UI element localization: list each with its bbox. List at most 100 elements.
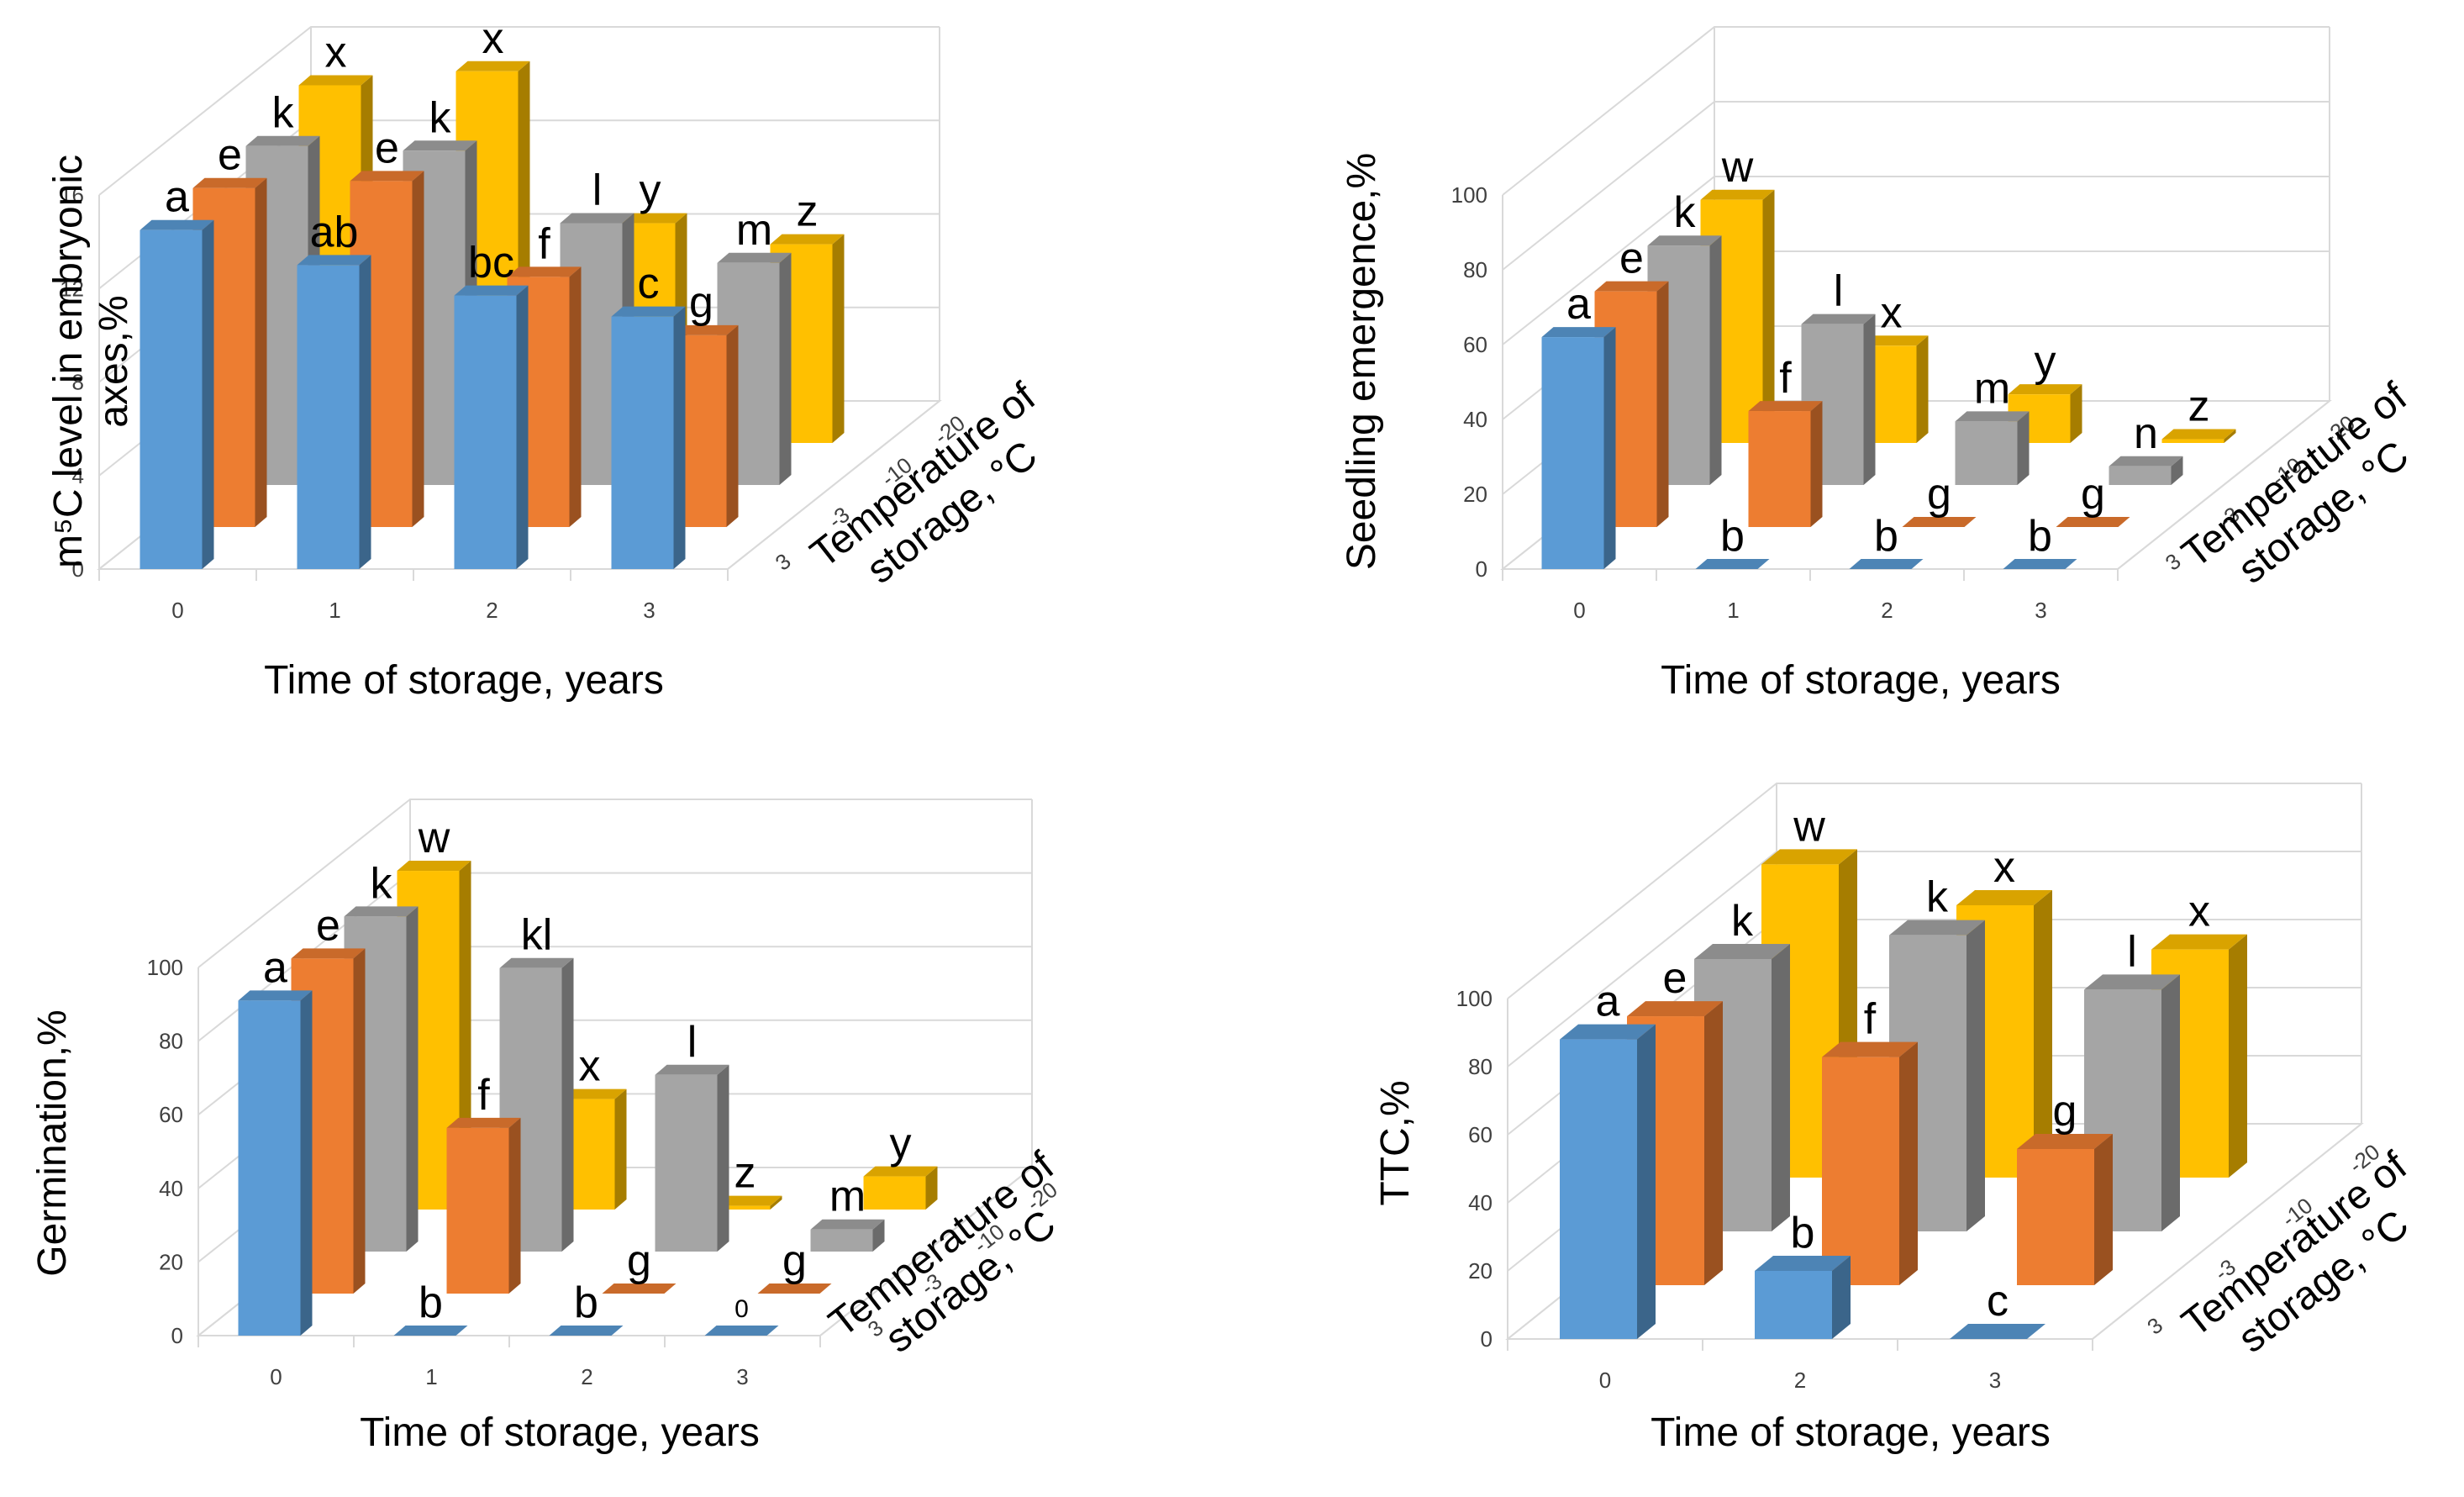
bar-1--3-1: f xyxy=(1748,354,1823,527)
x-tick-label: 3 xyxy=(1989,1368,2001,1393)
bar-top xyxy=(1950,1324,2045,1339)
bar-top xyxy=(1700,189,1775,200)
bar-top xyxy=(863,1166,938,1177)
y-tick-label: 40 xyxy=(159,1176,183,1201)
bar-3-3-2: b xyxy=(1755,1209,1851,1339)
bar-side xyxy=(2034,890,2052,1178)
bar-front xyxy=(2109,466,2172,485)
bar-1-3-0: a xyxy=(1541,280,1616,569)
bar-letter-label: l xyxy=(592,166,603,215)
bar-top xyxy=(704,1326,779,1336)
bar-2-3-0: a xyxy=(238,943,313,1336)
bar-letter-label: m xyxy=(1974,364,2010,413)
bar-letter-label: k xyxy=(1731,897,1754,946)
x-tick-label: 1 xyxy=(425,1364,437,1389)
bar-front xyxy=(1755,1271,1832,1339)
bar-letter-label: ab xyxy=(310,208,359,256)
y-axis-title-line: Germination,% xyxy=(30,1009,75,1276)
bar-side xyxy=(1656,281,1669,527)
bar-letter-label: k xyxy=(272,89,295,138)
bar-letter-label: z xyxy=(2188,382,2210,431)
bar-0-3-2: bc xyxy=(454,239,529,569)
bar-top xyxy=(350,171,424,182)
bar-0-3-1: ab xyxy=(297,208,371,569)
bar-letter-label: l xyxy=(2127,927,2137,976)
depth-axis xyxy=(819,1167,1033,1336)
bar-3-3-3: c xyxy=(1950,1277,2045,1339)
bar-side xyxy=(1637,1024,1656,1339)
gridline xyxy=(1507,851,2361,1067)
x-tick-label: 2 xyxy=(1881,598,1893,623)
bar-letter-label: y xyxy=(890,1120,912,1168)
bar-letter-label: l xyxy=(687,1018,698,1067)
x-tick-label: 2 xyxy=(486,598,498,623)
bar-letter-label: x xyxy=(1993,843,2015,892)
bars: w x z y k kl l m e f g g a b b 0 xyxy=(238,814,938,1336)
bar-top xyxy=(291,948,366,959)
x-tick-label: 0 xyxy=(1599,1368,1611,1393)
bar-top xyxy=(344,906,419,917)
x-tick-label: 0 xyxy=(171,598,183,623)
bar-top xyxy=(1755,1256,1851,1271)
bar-1--3-2: g xyxy=(1902,470,1977,527)
x-tick-label: 3 xyxy=(643,598,655,623)
bar-top xyxy=(446,1117,521,1128)
bar-top xyxy=(192,177,267,188)
bar-top xyxy=(238,990,313,1001)
y-tick-label: 80 xyxy=(1468,1054,1493,1079)
depth-axis-title: Temperature ofstorage, °C xyxy=(2174,374,2445,614)
bar-letter-label: y xyxy=(2035,337,2056,386)
x-tick-label: 2 xyxy=(581,1364,592,1389)
bar-letter-label: a xyxy=(1566,280,1591,329)
bar-top xyxy=(1761,849,1857,865)
bar-top xyxy=(397,861,471,871)
y-tick-label: 100 xyxy=(147,955,183,980)
bar-top xyxy=(2056,517,2130,527)
bar-side xyxy=(2171,456,2183,485)
bar-side xyxy=(2070,384,2082,443)
bar-letter-label: k xyxy=(371,859,393,908)
bar-side xyxy=(255,177,267,527)
bar-top xyxy=(2084,974,2180,990)
bar-side xyxy=(1762,189,1775,444)
gridline xyxy=(1502,101,2330,271)
bar-side xyxy=(832,234,845,443)
bar-side xyxy=(300,990,313,1336)
bar-front xyxy=(238,1000,301,1336)
bar-side xyxy=(1863,314,1876,485)
y-tick-label: 60 xyxy=(1468,1122,1493,1147)
y-tick-label: 80 xyxy=(1463,257,1487,282)
bar-1--3-3: g xyxy=(2056,470,2130,527)
bar-letter-label: f xyxy=(477,1071,490,1120)
bar-letter-label: a xyxy=(263,943,287,992)
bar-top xyxy=(770,234,845,245)
bar-3--3-3: g xyxy=(2017,1087,2113,1285)
x-tick-label: 3 xyxy=(2035,598,2046,623)
bar-top xyxy=(297,255,371,266)
y-axis-title-line: Seedling emergence,% xyxy=(1340,153,1384,570)
bar-letter-label: x xyxy=(325,28,347,76)
bar-top xyxy=(1801,314,1876,324)
bar-front xyxy=(655,1074,718,1252)
y-tick-label: 40 xyxy=(1468,1190,1493,1215)
gridline xyxy=(1502,26,2330,196)
bar-letter-label: w xyxy=(418,814,450,862)
bar-side xyxy=(353,948,366,1294)
bar-top xyxy=(1889,920,1985,936)
depth-tick-label: 3 xyxy=(771,548,796,576)
bar-front xyxy=(611,316,674,569)
bar-side xyxy=(1916,335,1929,443)
bar-side xyxy=(2017,411,2030,485)
bar-front xyxy=(810,1229,873,1252)
bar-letter-label: 0 xyxy=(734,1295,749,1323)
x-tick-label: 1 xyxy=(1727,598,1739,623)
bar-2--3-2: g xyxy=(602,1236,677,1294)
y-tick-label: 20 xyxy=(159,1249,183,1274)
x-axis-title: Time of storage, years xyxy=(360,1410,760,1455)
bar-side xyxy=(202,219,214,569)
bar-letter-label: b xyxy=(1720,512,1745,561)
bar-top xyxy=(2151,934,2247,950)
bar-side xyxy=(717,1064,729,1252)
bar-top xyxy=(2161,429,2236,440)
